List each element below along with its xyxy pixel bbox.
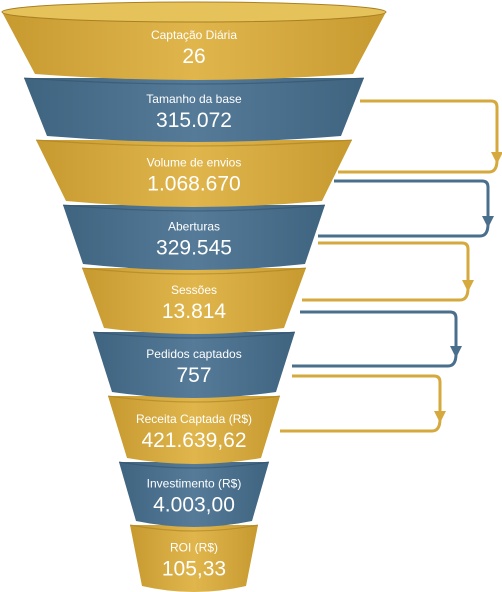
funnel-stage-rim: [129, 524, 259, 532]
stage-value: 26: [182, 45, 205, 68]
funnel-stage: Investimento (R$) 4.003,00: [118, 461, 270, 527]
funnel-stage-body: [119, 462, 269, 527]
funnel-stage: Receita Captada (R$) 421.639,62: [107, 395, 281, 464]
stage-label: Tamanho da base: [146, 92, 242, 106]
funnel-stage: Tamanho da base 315.072: [23, 77, 365, 142]
funnel-stage: Aberturas 329.545: [62, 204, 326, 270]
connector-arrow: [318, 179, 494, 238]
stage-value: 315.072: [156, 109, 232, 132]
connector-arrow: [292, 310, 462, 368]
stage-label: Aberturas: [168, 220, 220, 234]
funnel-top-rim: [1, 1, 387, 23]
stage-label: Investimento (R$): [147, 477, 242, 491]
funnel-stage-rim: [62, 204, 326, 212]
funnel-stage-body: [36, 140, 352, 207]
funnel-stage: Captação Diária 26: [1, 1, 387, 80]
stage-label: Captação Diária: [151, 28, 237, 42]
funnel-stage: Volume de envios 1.068.670: [35, 139, 353, 207]
stage-value: 105,33: [162, 558, 226, 581]
funnel-stage-rim: [107, 395, 281, 403]
funnel-stage: ROI (R$) 105,33: [129, 524, 259, 592]
stage-value: 13.814: [162, 300, 227, 323]
connector-arrow: [280, 374, 446, 433]
connector-arrow: [302, 241, 474, 302]
stage-label: Sessões: [171, 283, 217, 297]
funnel-stage-body: [130, 525, 258, 592]
funnel-stage-rim: [23, 77, 365, 85]
funnel-stage-body: [24, 78, 364, 142]
funnel-stage-body: [82, 268, 306, 334]
funnel-stage-rim: [35, 139, 353, 147]
funnel-stage-body: [93, 332, 295, 398]
stage-label: Pedidos captados: [146, 347, 241, 361]
stage-value: 757: [176, 364, 211, 387]
funnel-stage-rim: [81, 267, 307, 275]
funnel-stage-rim: [92, 331, 296, 339]
funnel-stage-body: [108, 396, 280, 464]
stage-label: Receita Captada (R$): [136, 412, 252, 426]
funnel-stage-rim: [118, 461, 270, 469]
stage-value: 1.068.670: [147, 173, 240, 196]
stage-value: 421.639,62: [141, 429, 246, 452]
stage-label: ROI (R$): [170, 541, 218, 555]
connector-arrow: [338, 99, 502, 174]
stage-label: Volume de envios: [147, 156, 242, 170]
stage-value: 4.003,00: [153, 494, 235, 517]
funnel-stage-body: [63, 205, 325, 270]
funnel-stage-body: [2, 12, 386, 80]
funnel-stage: Sessões 13.814: [81, 267, 307, 334]
stage-value: 329.545: [156, 237, 232, 260]
funnel-stage: Pedidos captados 757: [92, 331, 296, 398]
